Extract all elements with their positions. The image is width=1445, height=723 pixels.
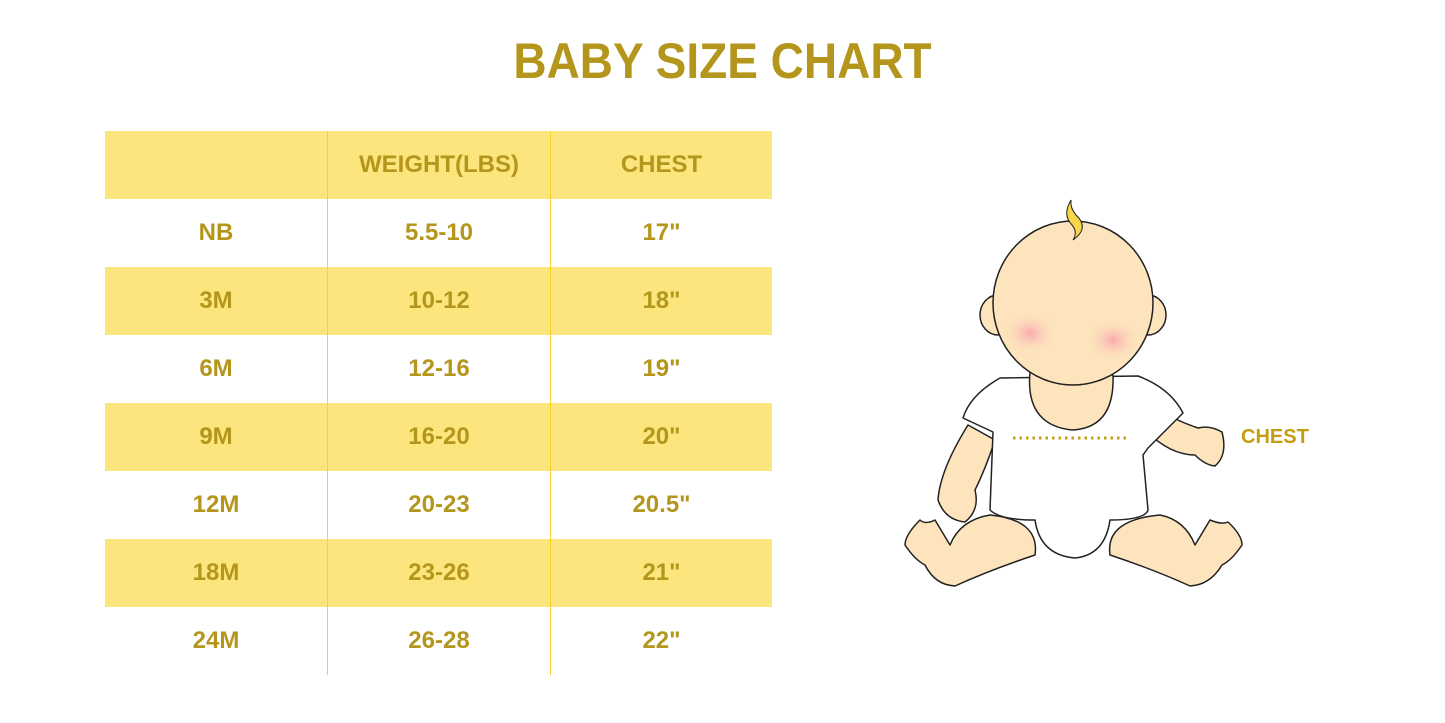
chest-cell: 19" — [642, 355, 681, 382]
chest-cell: 18" — [550, 267, 772, 335]
size-cell: NB — [198, 219, 234, 246]
chest-cell: 20" — [550, 403, 772, 471]
header-cell: CHEST — [550, 131, 772, 199]
chest-cell: 21" — [550, 539, 772, 607]
table-row: 12M 20-23 20.5" — [105, 471, 772, 539]
table-row: 18M 23-26 21" — [105, 539, 772, 607]
size-cell: 6M — [199, 355, 233, 382]
size-table: WEIGHT(LBS) CHEST NB 5.5-10 17" 3M 10-12… — [105, 131, 772, 675]
table-row: 3M 10-12 18" — [105, 267, 772, 335]
page-title: BABY SIZE CHART — [513, 33, 932, 89]
chest-cell: 22" — [642, 627, 681, 654]
weight-cell: 20-23 — [327, 471, 551, 539]
weight-cell: 12-16 — [327, 335, 551, 403]
size-cell: 3M — [105, 267, 328, 335]
weight-cell: 10-12 — [327, 267, 551, 335]
header-cell — [105, 131, 328, 199]
table-header-row: WEIGHT(LBS) CHEST — [105, 131, 772, 199]
size-cell: 18M — [105, 539, 328, 607]
table-row: 24M 26-28 22" — [105, 607, 772, 675]
size-cell: 9M — [105, 403, 328, 471]
weight-cell: 16-20 — [327, 403, 551, 471]
weight-cell: 5.5-10 — [327, 199, 551, 267]
weight-cell: 26-28 — [327, 607, 551, 675]
header-cell: WEIGHT(LBS) — [327, 131, 551, 199]
table-row: 9M 16-20 20" — [105, 403, 772, 471]
chest-cell: 20.5" — [632, 491, 691, 518]
weight-cell: 23-26 — [327, 539, 551, 607]
table-row: NB 5.5-10 17" — [105, 199, 772, 267]
size-cell: 12M — [192, 491, 240, 518]
size-cell: 24M — [192, 627, 240, 654]
baby-illustration — [904, 199, 1243, 587]
table-row: 6M 12-16 19" — [105, 335, 772, 403]
chest-label: CHEST — [1241, 426, 1309, 448]
chest-cell: 17" — [642, 219, 681, 246]
